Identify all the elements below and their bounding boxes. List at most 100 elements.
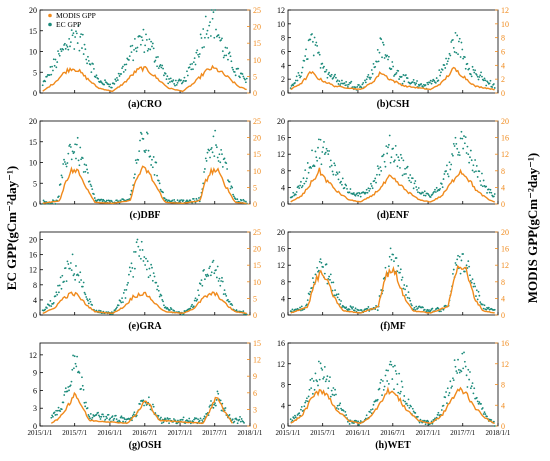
ec-point (165, 78, 168, 81)
ec-point (89, 63, 92, 66)
ec-point (130, 189, 133, 192)
ec-point (182, 79, 185, 82)
ec-point (303, 59, 306, 62)
ec-point (358, 192, 361, 195)
ec-point (415, 82, 418, 85)
panel-label: (d)ENF (377, 210, 409, 221)
ec-point (181, 81, 184, 84)
ec-point (457, 53, 459, 56)
x-tick-label: 2017/1/1 (416, 429, 441, 437)
ec-point (337, 293, 340, 296)
ec-point (175, 84, 178, 86)
ec-point (138, 150, 141, 153)
ec-point (386, 380, 389, 382)
ec-point (390, 156, 393, 159)
ec-point (46, 75, 48, 78)
ec-point (84, 293, 87, 296)
ec-point (107, 83, 110, 86)
y-right-tick-label: 20 (253, 23, 261, 32)
ec-point (306, 162, 309, 164)
ec-point (57, 406, 60, 409)
ec-point (95, 74, 98, 77)
ec-point (452, 47, 455, 49)
ec-point (438, 414, 441, 417)
ec-point (302, 177, 305, 180)
ec-point (411, 304, 413, 307)
ec-point (448, 52, 451, 55)
ec-point (136, 238, 139, 241)
ec-point (78, 164, 81, 167)
ec-point (408, 297, 411, 300)
ec-point (149, 408, 152, 411)
ec-point (168, 417, 171, 420)
ec-point (406, 77, 409, 79)
y-left-tick-label: 8 (281, 278, 285, 287)
y-left-tick-label: 4 (281, 61, 285, 70)
ec-point (343, 187, 346, 189)
ec-point (348, 423, 351, 425)
ec-point (308, 293, 311, 296)
ec-point (158, 295, 161, 298)
ec-point (367, 73, 370, 76)
ec-point (54, 414, 57, 416)
ec-point (481, 303, 484, 306)
ec-point (174, 79, 177, 82)
ec-point (75, 365, 78, 368)
ec-point (423, 419, 426, 422)
ec-point (443, 173, 446, 175)
ec-point (399, 268, 402, 271)
ec-point (422, 306, 424, 309)
y-right-tick-label: 8 (501, 34, 505, 43)
ec-point (373, 179, 376, 182)
ec-point (314, 273, 317, 276)
ec-point (228, 300, 231, 303)
ec-point (335, 80, 338, 83)
ec-point (168, 422, 170, 425)
ec-point (90, 71, 93, 74)
ec-point (301, 66, 304, 69)
ec-point (191, 62, 194, 65)
ec-point (473, 282, 476, 285)
ec-point (312, 54, 315, 57)
y-left-tick-label: 12 (277, 6, 285, 15)
ec-point (213, 155, 216, 158)
ec-point (365, 188, 368, 191)
ec-point (151, 279, 154, 282)
ec-point (140, 240, 143, 243)
ec-point (446, 164, 448, 167)
ec-point (230, 60, 233, 63)
ec-point (351, 422, 354, 424)
ec-point (339, 303, 342, 305)
ec-point (215, 144, 217, 146)
y-left-tick-label: 12 (29, 351, 37, 360)
ec-point (113, 83, 116, 85)
modis-line (42, 64, 247, 93)
ec-point (169, 309, 171, 311)
ec-point (403, 173, 406, 176)
ec-point (447, 175, 450, 178)
ec-point (210, 400, 212, 402)
ec-point (128, 273, 130, 276)
ec-point (319, 362, 322, 365)
ec-point (93, 68, 95, 70)
ec-point (485, 308, 488, 311)
ec-point (243, 77, 246, 80)
ec-point (401, 82, 404, 85)
y-left-tick-label: 0 (33, 311, 37, 320)
x-tick-label: 2018/1/1 (238, 429, 263, 437)
ec-point (463, 135, 465, 137)
ec-point (233, 71, 236, 73)
ec-point (313, 165, 316, 168)
ec-point (152, 156, 155, 158)
ec-point (116, 76, 118, 79)
ec-point (321, 368, 324, 371)
ec-point (211, 151, 214, 154)
ec-point (151, 158, 153, 161)
ec-point (228, 413, 231, 416)
ec-point (303, 405, 306, 408)
ec-point (404, 167, 406, 170)
ec-point (452, 272, 454, 275)
ec-point (56, 413, 58, 416)
ec-point (130, 262, 133, 265)
ec-point (354, 86, 357, 89)
